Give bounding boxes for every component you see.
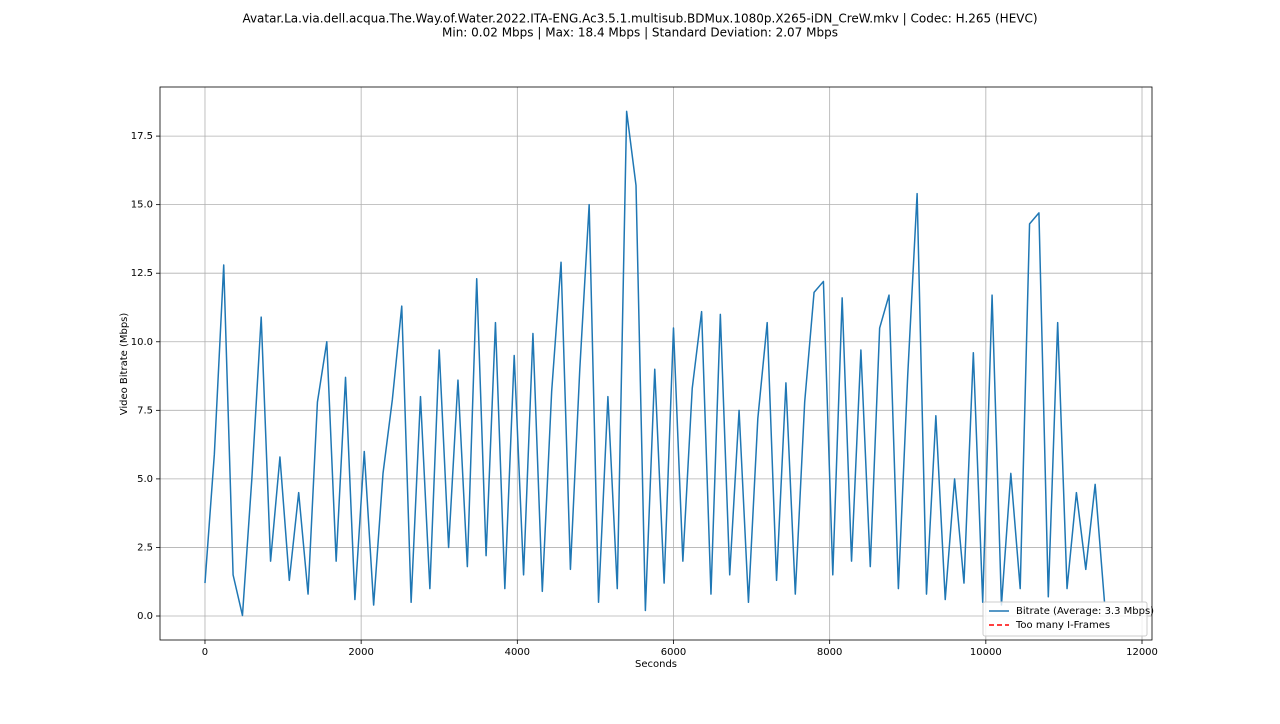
y-tick-label: 7.5 <box>137 405 153 416</box>
x-axis-label: Seconds <box>635 659 677 670</box>
plot-frame <box>159 86 1153 641</box>
y-tick-label: 17.5 <box>131 131 153 142</box>
x-tick-label: 0 <box>202 647 208 658</box>
y-tick-label: 0.0 <box>137 611 153 622</box>
y-tick-label: 10.0 <box>131 337 153 348</box>
y-tick-label: 5.0 <box>137 474 153 485</box>
x-tick-label: 6000 <box>661 647 686 658</box>
chart-title: Avatar.La.via.dell.acqua.The.Way.of.Wate… <box>242 12 1037 26</box>
y-tick-label: 12.5 <box>131 268 153 279</box>
legend-label: Too many I-Frames <box>1015 620 1110 631</box>
x-tick-label: 10000 <box>970 647 1002 658</box>
x-tick-label: 2000 <box>348 647 373 658</box>
y-tick-label: 2.5 <box>137 542 153 553</box>
y-tick-label: 15.0 <box>131 200 153 211</box>
legend-box <box>982 601 1148 637</box>
legend-label: Bitrate (Average: 3.3 Mbps) <box>1016 606 1154 617</box>
x-tick-label: 8000 <box>817 647 842 658</box>
x-tick-label: 4000 <box>505 647 530 658</box>
chart-subtitle: Min: 0.02 Mbps | Max: 18.4 Mbps | Standa… <box>442 26 838 40</box>
x-tick-label: 12000 <box>1126 647 1158 658</box>
y-axis-label: Video Bitrate (Mbps) <box>119 313 130 416</box>
data-line <box>204 110 1106 617</box>
